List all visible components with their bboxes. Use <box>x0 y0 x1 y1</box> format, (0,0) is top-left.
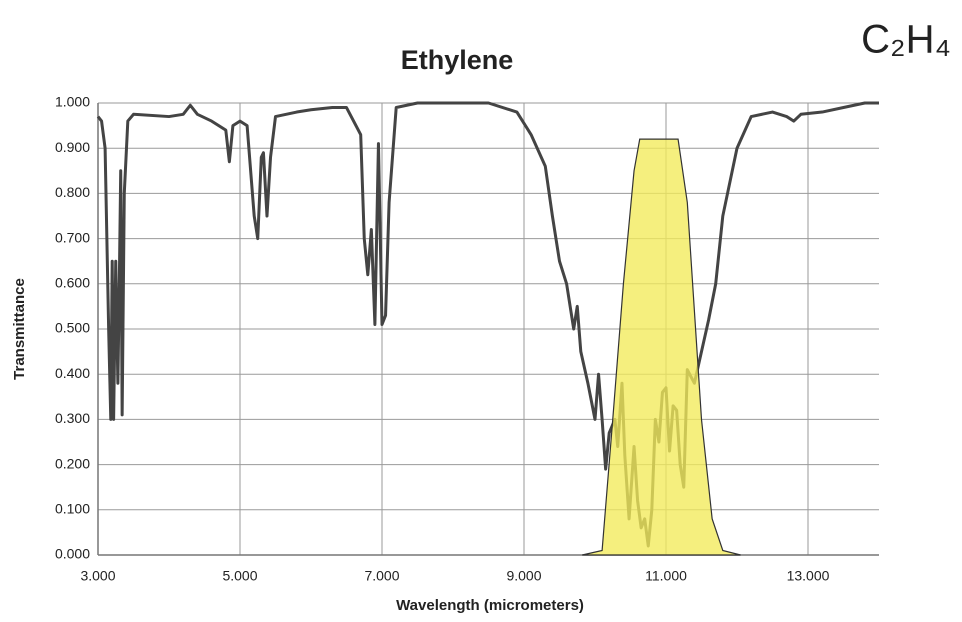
x-axis-label: Wavelength (micrometers) <box>396 597 584 614</box>
y-tick-label: 0.100 <box>55 501 90 517</box>
x-tick-label: 7.000 <box>364 568 399 584</box>
y-tick-label: 0.900 <box>55 139 90 155</box>
chart-title: Ethylene <box>401 45 514 75</box>
y-tick-label: 0.600 <box>55 275 90 291</box>
y-axis-label: Transmittance <box>11 278 28 380</box>
formula: C₂H₄ <box>861 18 951 62</box>
filter-band <box>582 138 741 556</box>
spectrum-line <box>96 101 879 548</box>
x-tick-label: 11.000 <box>645 568 687 584</box>
y-tick-label: 0.400 <box>55 365 90 381</box>
x-tick-label: 3.000 <box>80 568 115 584</box>
y-tick-label: 0.200 <box>55 455 90 471</box>
y-tick-label: 0.000 <box>55 546 90 562</box>
x-tick-label: 13.000 <box>787 568 830 584</box>
x-tick-label: 9.000 <box>506 568 541 584</box>
y-tick-label: 1.000 <box>55 94 90 110</box>
y-tick-label: 0.300 <box>55 410 90 426</box>
x-tick-label: 5.000 <box>222 568 257 584</box>
y-tick-label: 0.500 <box>55 320 90 336</box>
y-tick-label: 0.800 <box>55 184 90 200</box>
y-tick-label: 0.700 <box>55 229 90 245</box>
